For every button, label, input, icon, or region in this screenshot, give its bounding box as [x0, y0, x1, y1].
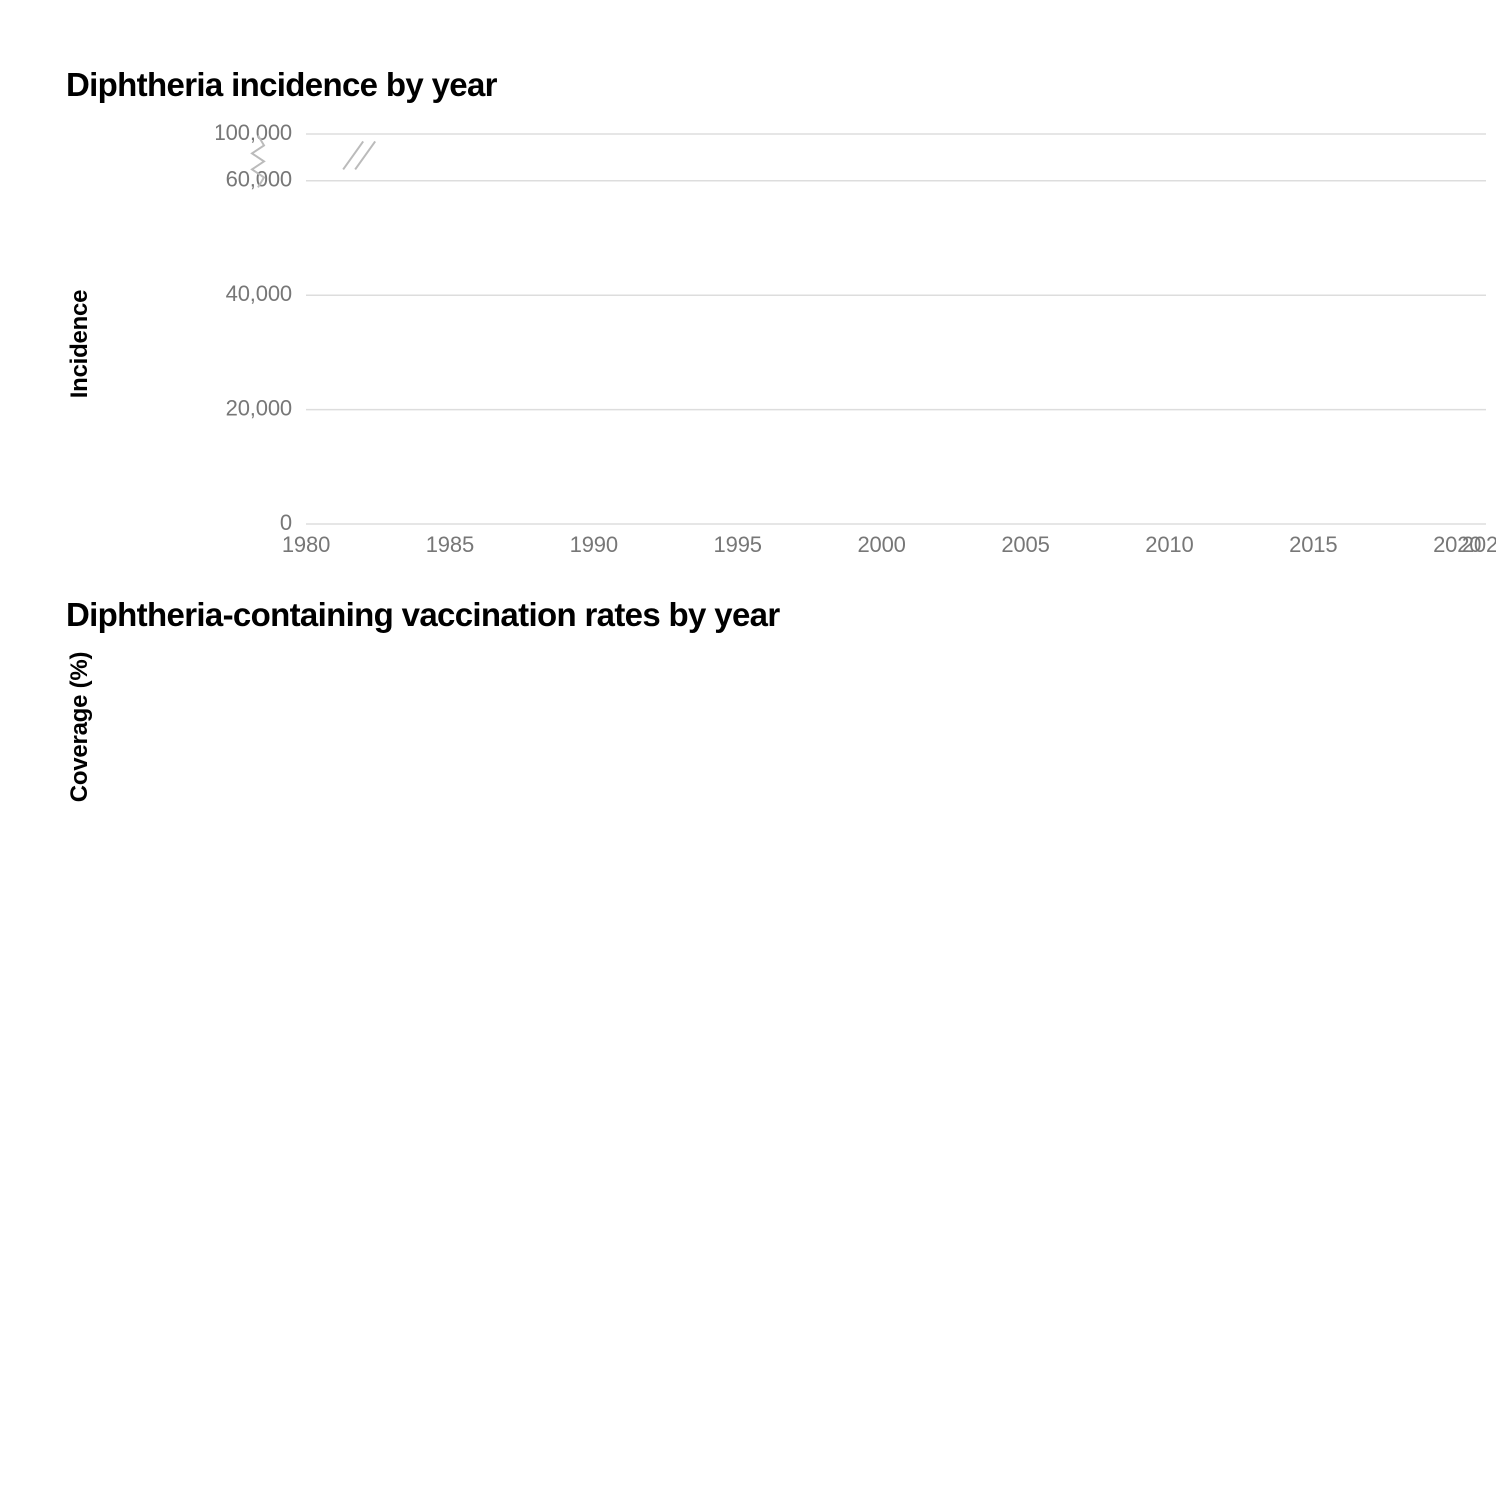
page: Diphtheria incidence by year Incidence 0…: [0, 0, 1500, 872]
x-tick-label: 1985: [426, 532, 474, 557]
x-tick-label: 2005: [1001, 532, 1049, 557]
x-tick-label: 2010: [1145, 532, 1193, 557]
x-tick-label: 1995: [714, 532, 762, 557]
coverage-chart: Diphtheria-containing vaccination rates …: [66, 596, 1434, 802]
x-tick-label: 2015: [1289, 532, 1337, 557]
incidence-y-label: Incidence: [66, 290, 94, 399]
coverage-title: Diphtheria-containing vaccination rates …: [66, 596, 1434, 634]
y-tick-label: 100,000: [216, 122, 292, 145]
coverage-frame: Coverage (%): [66, 652, 1434, 802]
x-tick-label: 2000: [857, 532, 905, 557]
incidence-svg: 020,00040,00060,000100,00019801985199019…: [216, 122, 1496, 566]
incidence-chart: Diphtheria incidence by year Incidence 0…: [66, 66, 1434, 566]
y-tick-label: 20,000: [226, 395, 292, 420]
incidence-title: Diphtheria incidence by year: [66, 66, 1434, 104]
incidence-plot: 020,00040,00060,000100,00019801985199019…: [216, 122, 1414, 566]
x-tick-label: 1990: [570, 532, 618, 557]
x-tick-label: 1980: [282, 532, 330, 557]
y-tick-label: 40,000: [226, 281, 292, 306]
coverage-y-label: Coverage (%): [66, 652, 94, 803]
x-tick-label: 2021: [1462, 532, 1496, 557]
coverage-plot: [216, 652, 1414, 802]
axis-break-icon: [343, 141, 375, 169]
incidence-frame: Incidence 020,00040,00060,000100,0001980…: [66, 122, 1434, 566]
coverage-svg: [216, 652, 516, 802]
